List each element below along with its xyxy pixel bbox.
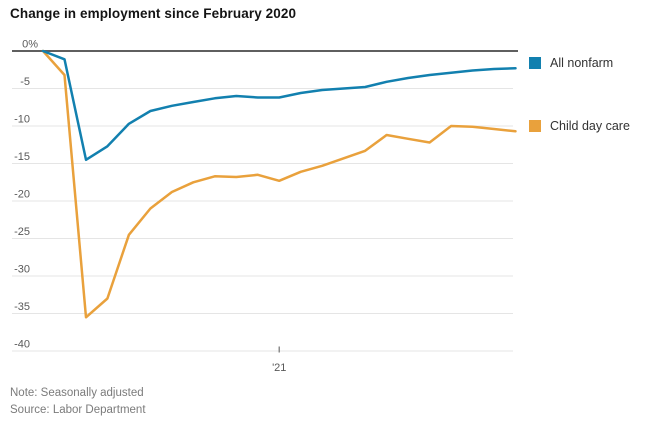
legend-label-all-nonfarm: All nonfarm [550, 56, 614, 70]
y-axis-tick-label: -20 [14, 189, 30, 201]
x-axis-tick-label: '21 [272, 362, 286, 374]
chart-source: Source: Labor Department [10, 403, 146, 416]
y-axis-tick-label: -30 [14, 264, 30, 276]
employment-line-chart: 0% -5 -10 -15 -20 -25 -30 -35 -40 '21 [12, 39, 518, 374]
y-axis-tick-label: -10 [14, 114, 30, 126]
chart-note: Note: Seasonally adjusted [10, 387, 144, 399]
all-nonfarm-swatch-icon [529, 57, 541, 69]
chart-footer: Note: Seasonally adjusted Source: Labor … [10, 385, 146, 418]
child-day-care-line [41, 49, 517, 319]
y-axis-tick-label: -15 [14, 151, 30, 163]
y-axis-tick-label: 0% [22, 39, 38, 51]
all-nonfarm-line [41, 49, 517, 162]
legend-item-all-nonfarm: All nonfarm [529, 56, 613, 70]
y-axis-tick-label: -40 [14, 339, 30, 351]
y-axis-tick-label: -35 [14, 301, 30, 313]
chart-title: Change in employment since February 2020 [10, 6, 297, 21]
y-axis-tick-label: -25 [14, 226, 30, 238]
child-day-care-swatch-icon [529, 120, 541, 132]
y-axis-tick-label: -5 [20, 76, 30, 88]
legend-label-child-day-care: Child day care [550, 119, 630, 133]
legend-item-child-day-care: Child day care [529, 119, 630, 133]
